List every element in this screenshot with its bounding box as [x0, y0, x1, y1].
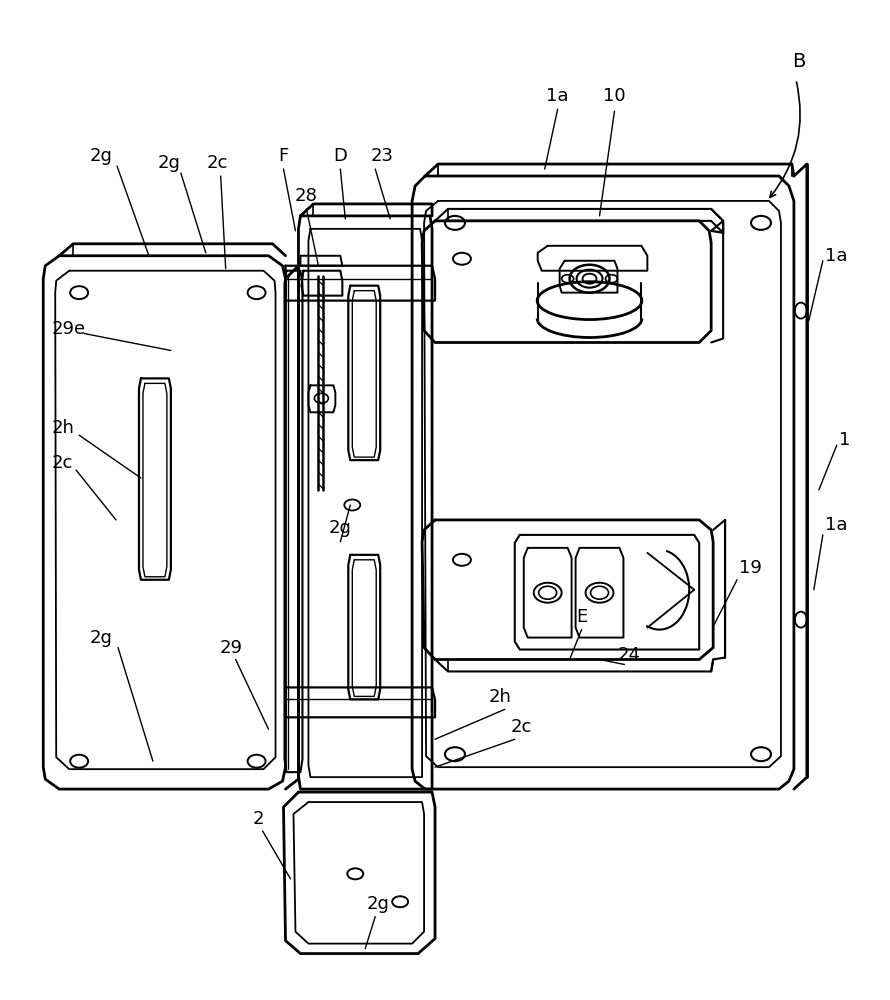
- Text: 2c: 2c: [52, 454, 73, 472]
- Text: 2g: 2g: [90, 147, 112, 165]
- Text: 24: 24: [618, 646, 641, 664]
- Text: 2g: 2g: [158, 154, 181, 172]
- Text: B: B: [792, 52, 805, 71]
- Text: 1a: 1a: [825, 247, 847, 265]
- Text: 2g: 2g: [367, 895, 390, 913]
- Text: 2h: 2h: [52, 419, 74, 437]
- Text: 19: 19: [739, 559, 762, 577]
- Text: F: F: [279, 147, 288, 165]
- Text: 1a: 1a: [825, 516, 847, 534]
- Text: 2c: 2c: [511, 718, 532, 736]
- Text: 2c: 2c: [207, 154, 229, 172]
- Text: 29e: 29e: [52, 320, 85, 338]
- Text: 2g: 2g: [329, 519, 352, 537]
- Text: 2: 2: [253, 810, 264, 828]
- Text: 1: 1: [838, 431, 850, 449]
- Text: 28: 28: [295, 187, 318, 205]
- Text: 23: 23: [371, 147, 393, 165]
- Text: 1a: 1a: [546, 87, 569, 105]
- Text: D: D: [334, 147, 347, 165]
- Text: 10: 10: [603, 87, 626, 105]
- Text: 2h: 2h: [489, 688, 511, 706]
- Text: 29: 29: [219, 639, 242, 657]
- Text: 2g: 2g: [90, 629, 112, 647]
- Text: E: E: [576, 608, 587, 626]
